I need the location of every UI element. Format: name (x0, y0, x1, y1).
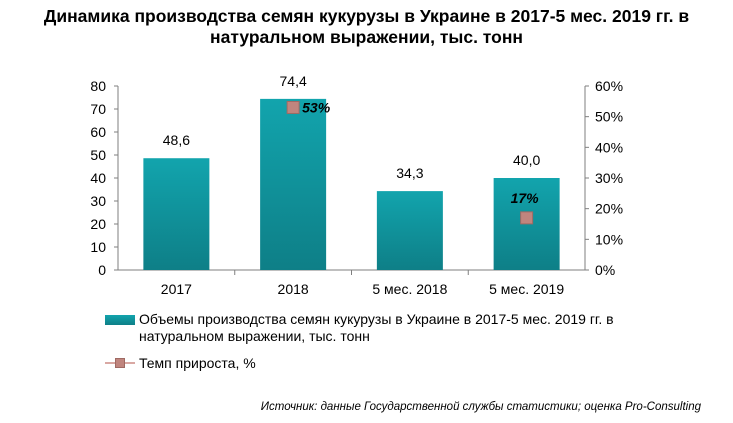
growth-value-label: 17% (511, 190, 540, 206)
legend-item-volume: Объемы производства семян кукурузы в Укр… (105, 311, 625, 345)
legend-label-growth: Темп прироста, % (139, 355, 256, 371)
legend-swatch-bar (105, 315, 135, 325)
source-note: Источник: данные Государственной службы … (260, 401, 701, 413)
legend-swatch-marker (105, 356, 135, 370)
y-left-tick-label: 40 (90, 170, 106, 186)
y-left-tick-label: 80 (90, 78, 106, 94)
growth-value-label: 53% (302, 99, 331, 115)
y-right-tick-label: 0% (595, 262, 615, 278)
y-right-tick-label: 50% (595, 109, 623, 125)
x-tick-label: 2017 (161, 281, 192, 297)
bar-value-label: 34,3 (396, 165, 423, 181)
bar-value-label: 40,0 (513, 152, 540, 168)
legend-item-growth: Темп прироста, % (105, 355, 256, 372)
chart-title: Динамика производства семян кукурузы в У… (43, 6, 690, 47)
bar (260, 98, 327, 270)
y-right-tick-label: 30% (595, 170, 623, 186)
x-tick-label: 2018 (278, 281, 309, 297)
y-left-tick-label: 20 (90, 216, 106, 232)
y-left-tick-label: 10 (90, 239, 106, 255)
y-left-tick-label: 60 (90, 124, 106, 140)
growth-marker (286, 100, 300, 114)
y-right-tick-label: 60% (595, 78, 623, 94)
bar (376, 191, 443, 270)
x-tick-label: 5 мес. 2018 (372, 281, 447, 297)
growth-marker (520, 211, 534, 225)
y-right-tick-label: 10% (595, 231, 623, 247)
y-left-tick-label: 50 (90, 147, 106, 163)
bar (143, 158, 210, 270)
y-left-tick-label: 30 (90, 193, 106, 209)
bar-value-label: 48,6 (163, 132, 190, 148)
x-tick-label: 5 мес. 2019 (489, 281, 564, 297)
bar-value-label: 74,4 (280, 73, 307, 89)
y-right-tick-label: 40% (595, 139, 623, 155)
legend-label-volume: Объемы производства семян кукурузы в Укр… (139, 311, 614, 344)
y-left-tick-label: 70 (90, 101, 106, 117)
y-left-tick-label: 0 (98, 262, 106, 278)
y-right-tick-label: 20% (595, 201, 623, 217)
